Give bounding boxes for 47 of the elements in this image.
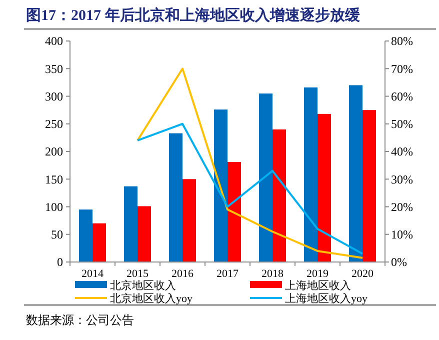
y-tick-label: 300 — [45, 89, 63, 104]
x-tick-label: 2020 — [352, 268, 374, 280]
legend-label: 北京地区收入yoy — [110, 292, 193, 305]
bar — [169, 133, 182, 262]
bar — [304, 87, 318, 262]
y-tick-label: 100 — [45, 200, 63, 214]
y2-tick-label: 50% — [391, 117, 413, 132]
bar — [228, 162, 241, 262]
y2-tick-label: 0% — [391, 255, 407, 270]
y2-tick-label: 30% — [391, 172, 413, 186]
legend-label: 上海地区收入 — [285, 278, 351, 292]
bar — [124, 186, 138, 262]
x-tick-label: 2017 — [216, 268, 239, 280]
line-series — [136, 68, 364, 259]
line-series — [136, 122, 364, 255]
bar — [214, 110, 228, 262]
y-tick-label: 250 — [45, 117, 63, 132]
bar — [318, 114, 331, 262]
bar — [92, 223, 106, 262]
y-tick-label: 50 — [51, 228, 63, 242]
x-tick-label: 2014 — [82, 268, 104, 280]
y2-tick-label: 80% — [391, 34, 413, 48]
y2-tick-label: 60% — [391, 89, 413, 104]
x-tick-label: 2018 — [262, 268, 284, 280]
bar — [349, 85, 362, 262]
bar — [138, 206, 151, 262]
y2-tick-label: 20% — [391, 200, 413, 214]
bar — [272, 129, 286, 262]
x-tick-label: 2019 — [306, 268, 329, 280]
y2-tick-label: 10% — [391, 228, 413, 242]
bar — [79, 210, 92, 262]
legend-label: 北京地区收入 — [110, 278, 176, 292]
chart-title: 图17：2017 年后北京和上海地区收入增速逐步放缓 — [26, 6, 361, 24]
y-tick-label: 0 — [57, 255, 63, 270]
y2-tick-label: 40% — [391, 144, 413, 159]
y-tick-label: 350 — [45, 62, 63, 76]
y2-tick-label: 70% — [391, 62, 413, 76]
bar — [362, 110, 376, 262]
source-note: 数据来源：公司公告 — [26, 313, 134, 327]
bar — [182, 179, 196, 262]
y-tick-label: 200 — [45, 144, 63, 159]
bar — [259, 93, 272, 262]
x-tick-label: 2016 — [172, 268, 194, 280]
y-tick-label: 400 — [45, 34, 63, 48]
y-tick-label: 150 — [45, 172, 63, 186]
legend-label: 上海地区收入yoy — [285, 292, 368, 305]
x-tick-label: 2015 — [126, 268, 149, 280]
